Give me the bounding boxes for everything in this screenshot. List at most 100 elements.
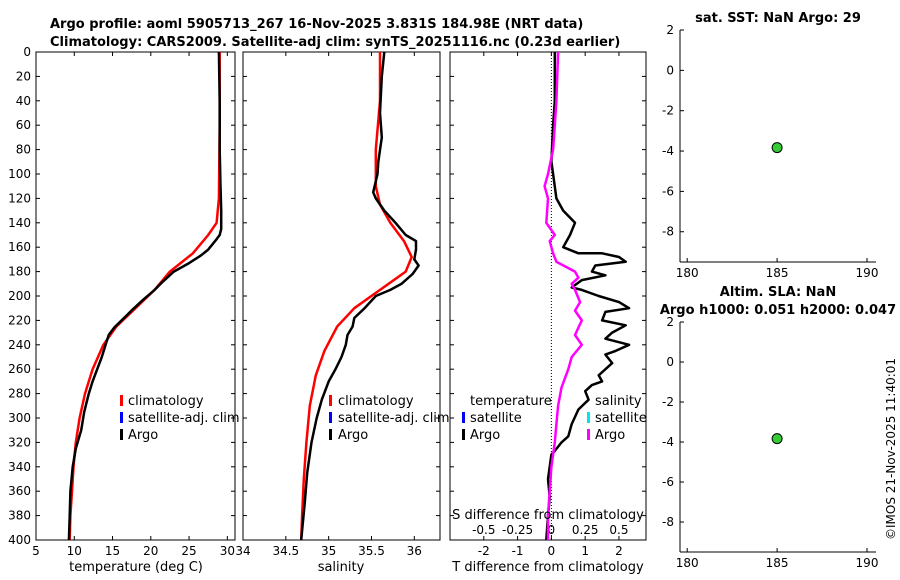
sal-xlabel: salinity <box>318 560 365 575</box>
temp-xlabel: temperature (deg C) <box>69 560 203 575</box>
sal-xtick-label: 36 <box>407 544 422 558</box>
legend-label-t-satellite: satellite <box>470 411 522 426</box>
diff-t-tick-label: -1 <box>512 544 524 558</box>
diff-s-tick-label: -0.25 <box>502 523 533 537</box>
legend-label-argo: Argo <box>128 428 158 443</box>
diff-legend: temperature satellite Argo salinity sate… <box>462 394 647 443</box>
sla-ytick-label: 2 <box>666 315 674 329</box>
diff-series-s-diff-argo <box>543 51 584 540</box>
depth-tick-label: 0 <box>23 45 31 59</box>
temp-legend: climatology satellite-adj. clim Argo <box>120 394 240 443</box>
sla-xtick-label: 185 <box>766 556 789 570</box>
sla-ytick-label: -4 <box>662 435 674 449</box>
legend-label-salinity: salinity <box>595 394 642 409</box>
sla-ytick-label: -8 <box>662 515 674 529</box>
sst-ytick-label: -4 <box>662 144 674 158</box>
sal-legend: climatology satellite-adj. clim Argo <box>329 394 450 443</box>
legend-label-s-satellite: satellite <box>595 411 647 426</box>
legend-swatch-satellite <box>120 412 123 423</box>
depth-tick-label: 320 <box>8 435 31 449</box>
legend-swatch-s-argo <box>587 429 590 440</box>
depth-tick-label: 280 <box>8 387 31 401</box>
sst-ytick-label: -8 <box>662 225 674 239</box>
depth-tick-label: 220 <box>8 313 31 327</box>
diff-t-tick-label: -2 <box>478 544 490 558</box>
depth-tick-label: 180 <box>8 265 31 279</box>
title-line-1: Argo profile: aoml 5905713_267 16-Nov-20… <box>50 17 583 32</box>
sla-xtick-label: 180 <box>676 556 699 570</box>
diff-plot-frame <box>449 51 647 541</box>
legend-swatch-argo <box>120 429 123 440</box>
sal-xtick-label: 34 <box>235 544 250 558</box>
sla-argo-marker <box>771 433 783 445</box>
temp-xtick-label: 10 <box>67 544 82 558</box>
sal-xtick-label: 35.5 <box>358 544 385 558</box>
title-line-2: Climatology: CARS2009. Satellite-adj cli… <box>50 35 620 50</box>
temp-xtick-label: 30 <box>220 544 235 558</box>
temp-xtick-label: 20 <box>143 544 158 558</box>
depth-tick-label: 140 <box>8 216 31 230</box>
sst-title: sat. SST: NaN Argo: 29 <box>695 11 861 26</box>
diff-t-tick-label: 2 <box>615 544 623 558</box>
depth-tick-label: 120 <box>8 191 31 205</box>
sst-argo-marker <box>771 142 783 154</box>
legend-label-satellite: satellite-adj. clim <box>338 411 450 426</box>
sst-xtick-label: 180 <box>676 266 699 280</box>
legend-swatch-climatology <box>329 395 332 406</box>
sst-ytick-label: -6 <box>662 184 674 198</box>
watermark: ©IMOS 21-Nov-2025 11:40:01 <box>884 358 898 540</box>
legend-label-temperature: temperature <box>470 394 552 409</box>
depth-tick-label: 380 <box>8 509 31 523</box>
sla-ytick-label: -2 <box>662 395 674 409</box>
sla-xtick-label: 190 <box>856 556 879 570</box>
diff-xlabel-top: S difference from climatology <box>452 508 644 523</box>
legend-label-t-argo: Argo <box>470 428 500 443</box>
temp-xtick-label: 25 <box>181 544 196 558</box>
depth-tick-label: 200 <box>8 289 31 303</box>
legend-swatch-climatology <box>120 395 123 406</box>
diff-series-t-diff-argo <box>545 52 631 541</box>
legend-label-s-argo: Argo <box>595 428 625 443</box>
diff-s-tick-label: 0.25 <box>572 523 599 537</box>
depth-tick-label: 160 <box>8 240 31 254</box>
sla-title-2: Argo h1000: 0.051 h2000: 0.047 <box>660 303 896 318</box>
depth-tick-label: 60 <box>16 118 31 132</box>
depth-tick-label: 360 <box>8 484 31 498</box>
temp-xtick-label: 15 <box>105 544 120 558</box>
depth-tick-label: 400 <box>8 533 31 547</box>
sla-ytick-label: 0 <box>666 355 674 369</box>
sal-xtick-label: 35 <box>321 544 336 558</box>
legend-swatch-argo <box>329 429 332 440</box>
diff-t-tick-label: 0 <box>548 544 556 558</box>
sst-ytick-label: -2 <box>662 104 674 118</box>
diff-xlabel: T difference from climatology <box>451 560 644 575</box>
sla-title-1: Altim. SLA: NaN <box>720 285 836 300</box>
depth-tick-label: 260 <box>8 362 31 376</box>
legend-label-climatology: climatology <box>338 394 414 409</box>
temp-series-climatology <box>68 52 221 541</box>
depth-tick-label: 40 <box>16 94 31 108</box>
sla-ytick-label: -6 <box>662 475 674 489</box>
depth-tick-label: 340 <box>8 460 31 474</box>
diff-s-tick-label: -0.5 <box>472 523 495 537</box>
depth-tick-label: 100 <box>8 167 31 181</box>
temp-xtick-label: 5 <box>32 544 40 558</box>
plots-layer: 0204060801001201401601802002202402602803… <box>8 23 878 570</box>
legend-swatch-t-argo <box>462 429 465 440</box>
sal-plot-frame <box>242 51 441 541</box>
legend-label-argo: Argo <box>338 428 368 443</box>
depth-tick-label: 20 <box>16 69 31 83</box>
temp-series-argo <box>67 51 223 541</box>
sal-series-climatology <box>299 52 413 541</box>
sst-ytick-label: 0 <box>666 63 674 77</box>
sal-xtick-label: 34.5 <box>272 544 299 558</box>
temp-plot-frame <box>35 51 236 541</box>
legend-swatch-satellite <box>329 412 332 423</box>
diff-t-tick-label: 1 <box>581 544 589 558</box>
legend-swatch-t-satellite <box>462 412 465 423</box>
depth-tick-label: 80 <box>16 143 31 157</box>
depth-tick-label: 240 <box>8 338 31 352</box>
legend-label-climatology: climatology <box>128 394 204 409</box>
legend-swatch-s-satellite <box>587 412 590 423</box>
